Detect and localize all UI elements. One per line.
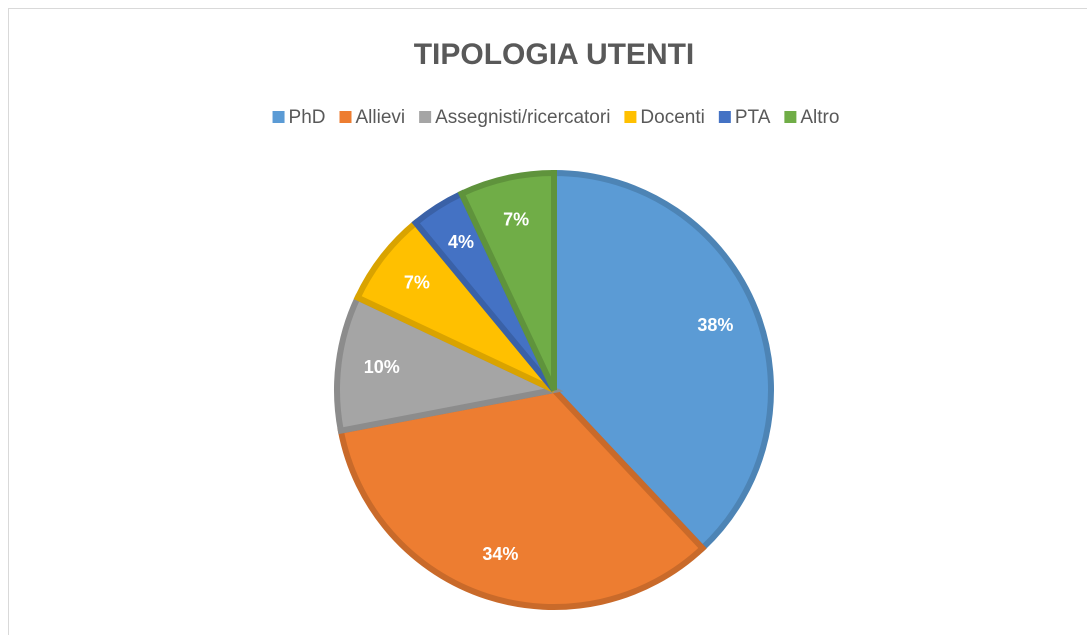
pie-slice <box>334 293 564 435</box>
pie-slice <box>457 169 557 392</box>
legend-label: Allievi <box>356 107 406 128</box>
legend-swatch <box>419 111 432 123</box>
legend-swatch <box>784 111 797 123</box>
legend-swatch <box>718 111 731 123</box>
data-label: 38% <box>697 315 733 335</box>
legend-label: Docenti <box>640 107 704 128</box>
legend-swatch <box>339 111 352 123</box>
legend-label: Assegnisti/ricercatori <box>435 107 610 128</box>
legend-swatch <box>272 111 285 123</box>
pie-slice <box>337 386 707 610</box>
legend-label: PTA <box>735 107 771 128</box>
data-label: 34% <box>482 544 518 564</box>
data-label: 4% <box>448 232 474 252</box>
data-label: 10% <box>364 357 400 377</box>
data-label: 7% <box>503 209 529 229</box>
legend: PhD Allievi Assegnisti/ricercatori Docenti P… <box>272 107 839 128</box>
legend-label: PhD <box>289 107 326 128</box>
legend-label: Altro <box>800 107 839 128</box>
legend-swatch <box>624 111 637 123</box>
data-label: 7% <box>404 272 430 292</box>
pie-slice <box>551 169 774 553</box>
chart-title: TIPOLOGIA UTENTI <box>414 38 695 71</box>
